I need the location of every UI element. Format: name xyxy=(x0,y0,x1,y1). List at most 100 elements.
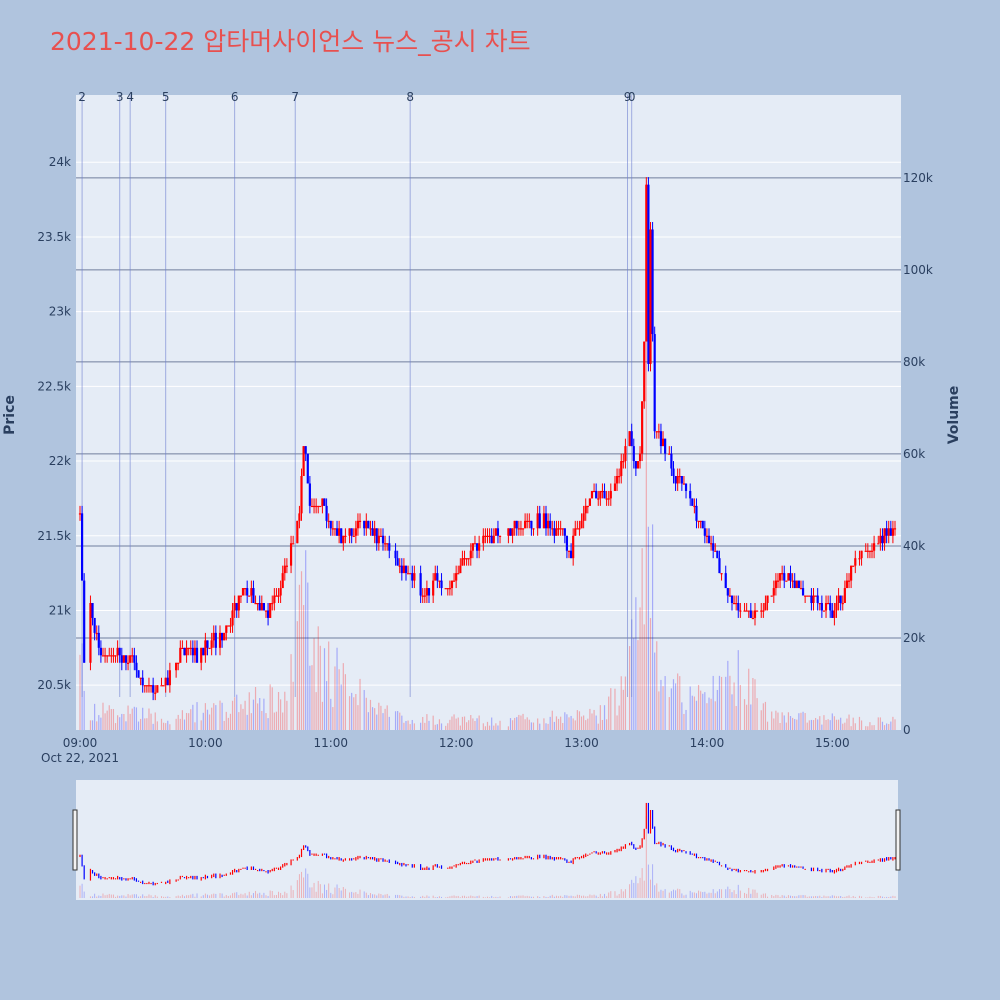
chart-title: 2021-10-22 압타머사이언스 뉴스_공시 차트 xyxy=(50,27,531,56)
range-volume-bar xyxy=(813,896,814,898)
candle-body xyxy=(578,528,581,530)
range-volume-bar xyxy=(397,894,399,898)
range-volume-bar xyxy=(528,896,530,898)
range-volume-bar xyxy=(110,894,112,898)
range-volume-bar xyxy=(476,896,478,898)
volume-bar xyxy=(374,708,376,730)
range-volume-bar xyxy=(526,895,528,898)
volume-bar xyxy=(307,582,309,730)
candle-body xyxy=(549,520,552,529)
range-volume-bar xyxy=(165,896,167,898)
volume-bar xyxy=(246,714,248,730)
main-plot-area[interactable]: 2 3 4 5 6 7 8 90 xyxy=(76,90,901,731)
candle-body xyxy=(241,588,245,596)
candle-body xyxy=(542,513,546,529)
candle-body xyxy=(530,520,533,529)
range-volume-bar xyxy=(547,896,549,898)
range-volume-bar xyxy=(739,890,741,898)
volume-bar xyxy=(888,723,890,730)
range-volume-bar xyxy=(664,889,666,898)
time-tick-label: 13:00 xyxy=(564,736,599,750)
volume-bar xyxy=(236,694,238,730)
volume-bar xyxy=(181,710,183,730)
candle-body xyxy=(668,453,671,455)
candle-body xyxy=(858,558,861,560)
volume-bar xyxy=(121,713,123,730)
range-volume-bar xyxy=(296,880,298,898)
volume-bar xyxy=(825,719,827,730)
volume-bar xyxy=(750,704,752,730)
candle-body xyxy=(705,535,709,537)
volume-bar xyxy=(553,721,555,730)
range-volume-bar xyxy=(349,892,351,898)
volume-bar xyxy=(405,720,407,730)
candle-body xyxy=(124,655,128,663)
range-slider-right-handle[interactable] xyxy=(895,809,901,871)
range-volume-bar xyxy=(441,896,443,898)
volume-bar xyxy=(257,703,259,730)
range-volume-bar xyxy=(804,895,806,898)
volume-bar xyxy=(290,654,292,730)
candle-body xyxy=(764,603,767,611)
volume-bar xyxy=(697,684,700,730)
candle-body xyxy=(154,692,157,694)
volume-bar xyxy=(148,708,150,730)
volume-bar xyxy=(624,676,627,730)
candle-body xyxy=(590,490,594,499)
range-volume-bar xyxy=(695,893,697,898)
range-slider-left-handle[interactable] xyxy=(72,809,78,871)
range-volume-bar xyxy=(252,893,254,898)
candle-body xyxy=(227,625,230,627)
volume-bar xyxy=(528,719,530,730)
candle-body xyxy=(264,610,268,612)
candle-body xyxy=(854,558,857,566)
volume-bar xyxy=(422,716,424,730)
candle-body xyxy=(78,513,82,515)
range-volume-bar xyxy=(744,892,746,898)
candle-body xyxy=(175,662,178,671)
volume-bar xyxy=(183,719,186,730)
range-volume-bar xyxy=(309,887,311,898)
range-volume-bar xyxy=(641,868,643,898)
candle-body xyxy=(260,603,263,611)
candle-body xyxy=(588,498,591,506)
candle-body xyxy=(212,632,215,641)
volume-bar xyxy=(434,724,436,730)
volume-bar xyxy=(762,703,764,730)
volume-bar xyxy=(871,725,873,730)
candle-body xyxy=(379,535,383,537)
range-slider[interactable] xyxy=(72,780,901,900)
candle-body xyxy=(877,543,880,545)
range-volume-bar xyxy=(702,892,704,898)
candle-body xyxy=(818,603,821,605)
volume-bar xyxy=(618,705,620,730)
range-volume-bar xyxy=(388,895,390,898)
range-volume-bar xyxy=(884,897,886,898)
volume-bar xyxy=(647,526,650,730)
candle-body xyxy=(473,543,477,545)
candle-body xyxy=(526,520,529,523)
volume-bar xyxy=(883,725,886,730)
candle-body xyxy=(348,528,351,536)
range-volume-bar xyxy=(754,889,756,898)
volume-bar xyxy=(886,723,888,730)
range-volume-bar xyxy=(867,897,869,898)
volume-bar xyxy=(286,700,288,730)
candle-body xyxy=(381,535,385,544)
candle-body xyxy=(243,588,247,590)
volume-bar xyxy=(835,719,838,730)
volume-bar xyxy=(608,696,610,730)
candle-body xyxy=(126,662,130,664)
volume-bar xyxy=(662,686,664,730)
volume-bar xyxy=(645,233,647,731)
candle-body xyxy=(584,505,587,514)
candle-body xyxy=(321,498,324,506)
range-volume-bar xyxy=(161,896,162,898)
volume-bar xyxy=(204,703,206,730)
news-marker-label: 2 xyxy=(78,90,86,104)
volume-bar xyxy=(305,550,307,730)
candle-body xyxy=(674,476,677,484)
volume-bar xyxy=(491,717,493,730)
volume-bar xyxy=(219,700,221,730)
